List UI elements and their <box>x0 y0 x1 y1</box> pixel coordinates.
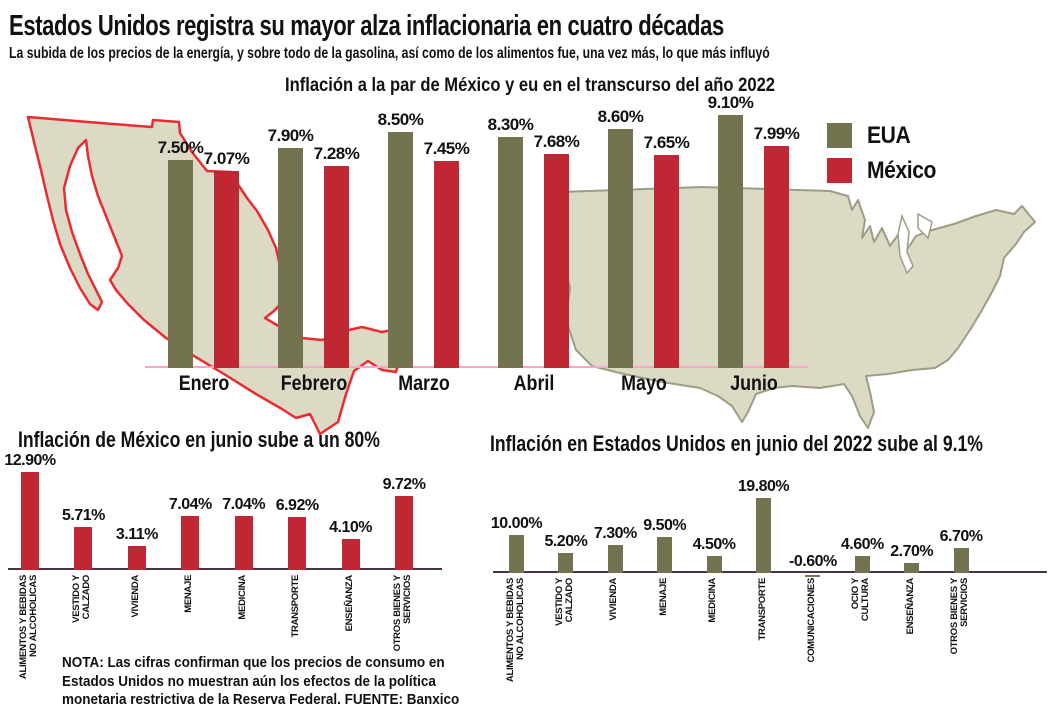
source-note: NOTA: Las cifras confirman que los preci… <box>62 654 459 710</box>
bar-value-label: 7.30% <box>593 525 637 543</box>
bar-value-label: 10.00% <box>490 515 543 533</box>
bar-eua-marzo <box>388 131 413 368</box>
page-title: Estados Unidos registra su mayor alza in… <box>9 10 724 42</box>
bar-méxico-junio <box>764 145 789 368</box>
bar-value-label: 4.10% <box>329 518 373 536</box>
usa-june-bar-1 <box>558 553 574 573</box>
page-subtitle: La subida de los precios de la energía, … <box>9 45 770 62</box>
bar-value-label: 7.07% <box>203 149 250 169</box>
bar-value-label: 5.20% <box>544 533 588 551</box>
legend-label-eua: EUA <box>867 121 911 149</box>
mexico-june-bar-0 <box>21 471 39 570</box>
usa-june-category-label: TRANSPORTE <box>756 578 768 641</box>
bar-méxico-marzo <box>434 160 459 368</box>
bar-value-label: 7.04% <box>222 496 266 514</box>
bar-value-label: 7.90% <box>267 126 314 146</box>
usa-june-bar-4 <box>706 555 722 573</box>
bar-value-label: 6.92% <box>275 497 319 515</box>
source-note-line: Estados Unidos no muestran aún los efect… <box>62 673 436 690</box>
usa-june-category-label: COMUNICACIONES <box>805 578 817 663</box>
great-lakes-icon <box>917 212 933 240</box>
bar-value-label: 5.71% <box>61 506 105 524</box>
usa-june-category-label: OCIO Y CULTURA <box>850 578 872 622</box>
bar-value-label: 8.60% <box>597 106 644 126</box>
bar-méxico-enero <box>214 171 239 368</box>
usa-chart-title: Inflación en Estados Unidos en junio del… <box>490 431 983 456</box>
usa-june-category-label: VESTIDO Y CALZADO <box>553 578 575 626</box>
month-label: Marzo <box>397 372 450 395</box>
usa-june-category-label: ALIMENTOS Y BEBIDAS NO ALCOHOLICAS <box>504 578 526 683</box>
mexico-june-bar-3 <box>181 516 200 570</box>
mexico-chart-axis <box>8 568 442 570</box>
mexico-june-bar-5 <box>288 517 307 570</box>
monthly-chart-title: Inflación a la par de México y eu en el … <box>284 74 776 96</box>
month-label: Mayo <box>620 372 667 395</box>
month-label: Abril <box>513 372 554 395</box>
source-note-line: NOTA: Las cifras confirman que los preci… <box>62 655 445 671</box>
monthly-chart-baseline <box>145 366 808 368</box>
bar-value-label: 9.50% <box>643 516 687 534</box>
usa-june-category-label: ENSEÑANZA <box>904 578 916 635</box>
bar-value-label: 7.45% <box>423 138 470 158</box>
usa-june-category-label: MEDICINA <box>707 578 719 623</box>
usa-june-bar-9 <box>953 547 969 573</box>
mexico-june-bar-2 <box>127 546 146 570</box>
bar-eua-enero <box>168 159 193 368</box>
bar-eua-abril <box>498 137 523 368</box>
mexico-june-bar-4 <box>234 516 253 570</box>
legend-swatch-0 <box>827 123 852 148</box>
bar-value-label: 7.50% <box>157 137 204 157</box>
usa-june-bar-7 <box>854 555 870 573</box>
bar-méxico-mayo <box>654 155 679 368</box>
bar-value-label: 8.50% <box>377 109 424 129</box>
usa-june-bar-0 <box>509 535 524 573</box>
bar-value-label: 7.28% <box>313 143 360 163</box>
legend-item-eua: EUA <box>827 121 945 149</box>
bar-value-label: 6.70% <box>939 527 983 545</box>
bar-value-label: 4.60% <box>840 535 884 553</box>
bar-eua-junio <box>718 115 743 368</box>
bar-méxico-febrero <box>324 165 349 368</box>
usa-june-category-label: MENAJE <box>657 578 669 616</box>
mexico-june-bar-1 <box>74 526 93 570</box>
usa-june-category-label: VIVIENDA <box>608 578 620 621</box>
bar-value-label: 9.72% <box>382 476 426 494</box>
bar-value-label: 7.65% <box>643 133 690 153</box>
bar-value-label: 7.04% <box>168 496 212 514</box>
mexico-june-category-label: ALIMENTOS Y BEBIDAS NO ALCOHOLICAS <box>18 575 39 680</box>
legend: EUA México <box>827 121 945 193</box>
month-label: Junio <box>729 372 778 395</box>
bar-value-label: 3.11% <box>115 526 158 544</box>
month-label: Enero <box>178 372 229 395</box>
bar-value-label: 19.80% <box>737 477 790 495</box>
bar-value-label: 4.50% <box>692 535 736 553</box>
legend-swatch-1 <box>827 158 852 183</box>
mexico-chart-title: Inflación de México en junio sube a un 8… <box>18 427 380 452</box>
bar-value-label: 12.90% <box>4 451 56 469</box>
bar-eua-febrero <box>278 148 303 368</box>
usa-june-bar-5 <box>756 497 771 573</box>
bar-value-label: 8.30% <box>487 115 534 135</box>
usa-june-bar-6 <box>805 575 821 578</box>
usa-june-bar-8 <box>904 562 920 573</box>
bar-value-label: 7.68% <box>533 132 580 152</box>
bar-value-label: 2.70% <box>890 542 934 560</box>
great-lakes-icon <box>897 213 914 275</box>
usa-june-category-label: OTROS BIENES Y SERVICIOS <box>949 578 971 655</box>
bar-value-label: 9.10% <box>707 93 754 113</box>
legend-item-mexico: México <box>827 156 945 184</box>
bar-value-label: -0.60% <box>789 553 837 570</box>
legend-label-mexico: México <box>867 156 936 184</box>
usa-june-bar-2 <box>607 545 623 573</box>
mexico-june-bar-7 <box>395 496 413 570</box>
usa-june-bar-3 <box>657 536 673 573</box>
bar-méxico-abril <box>544 154 569 368</box>
month-label: Febrero <box>280 372 347 395</box>
bar-value-label: 7.99% <box>753 123 800 143</box>
mexico-june-bar-6 <box>341 538 360 570</box>
source-note-line: monetaria restrictiva de la Reserva Fede… <box>62 692 460 708</box>
bar-eua-mayo <box>608 128 633 368</box>
